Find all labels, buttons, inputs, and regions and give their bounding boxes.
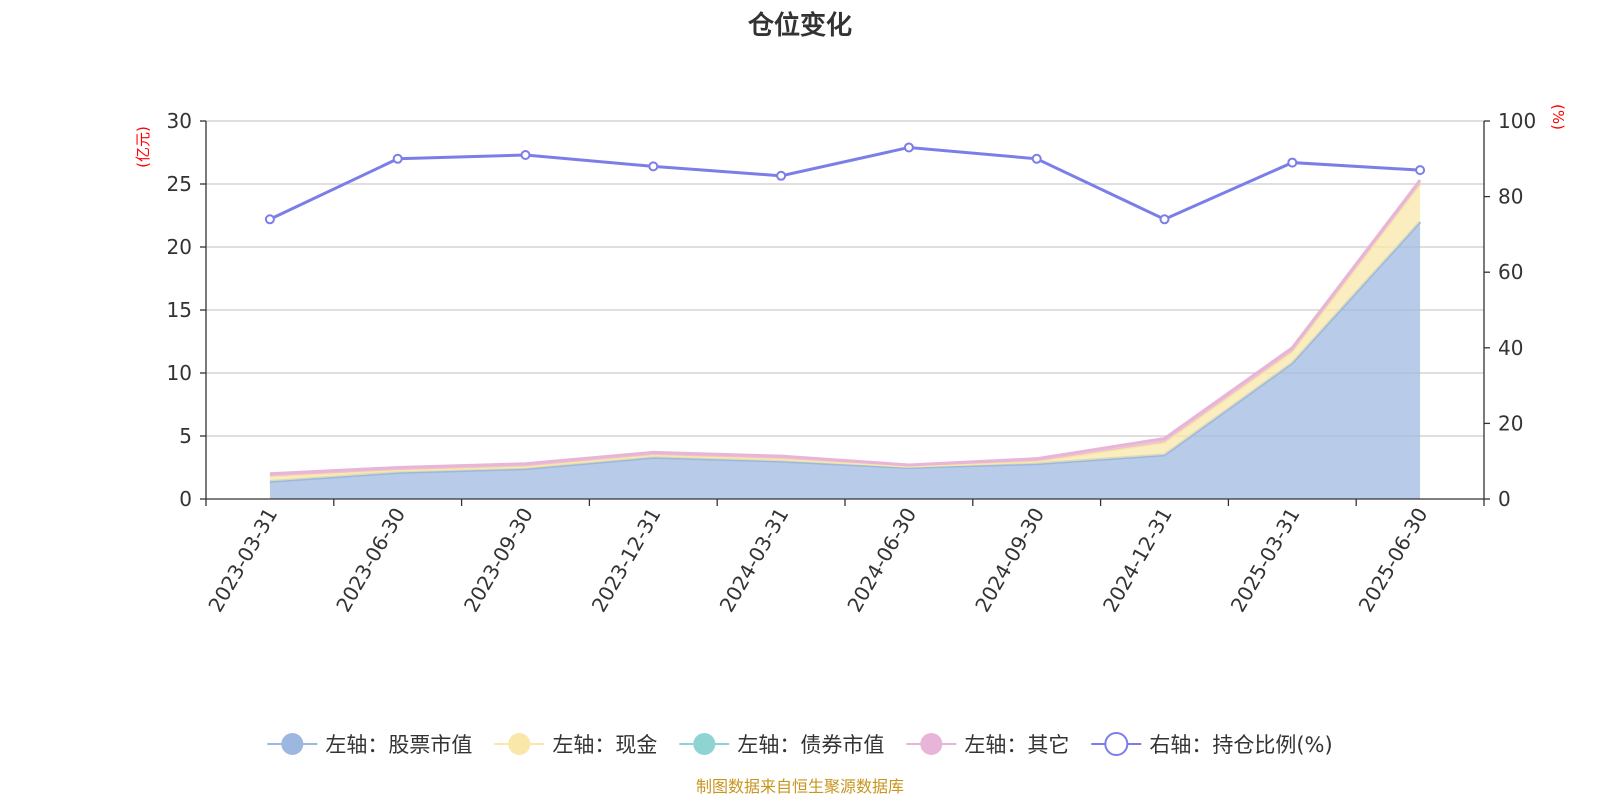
legend-symbol-marker [281,733,304,755]
x-axis-tick-label: 2025-06-30 [1354,504,1433,617]
source-note: 制图数据来自恒生聚源数据库 [696,777,904,796]
legend-symbol-marker [508,733,531,755]
legend-symbol-marker [920,733,943,755]
legend-label: 左轴：其它 [964,733,1069,757]
ratio-point [1159,214,1170,225]
x-axis-tick-label: 2024-03-31 [715,504,794,617]
x-axis-tick-label: 2024-12-31 [1098,504,1177,617]
chart-title: 仓位变化 [747,10,852,41]
ratio-point [903,142,914,153]
ratio-point [648,161,659,172]
left-axis-tick-label: 30 [167,109,192,133]
left-axis-tick-label: 25 [167,172,192,196]
left-axis-unit: (亿元) [134,126,152,168]
ratio-point [392,153,403,164]
right-axis-tick-label: 20 [1498,411,1523,435]
legend-symbol-marker [1104,732,1129,756]
x-axis-tick-label: 2023-09-30 [459,504,538,617]
ratio-line-path [269,145,1421,221]
area-0 [269,221,1421,500]
stacked-areas [269,179,1422,500]
legend-label: 左轴：债券市值 [737,733,884,757]
right-axis-tick-label: 100 [1498,109,1536,133]
legend: 左轴：股票市值 左轴：现金 左轴：债券市值 左轴：其它 右轴：持仓比例(%) [267,732,1333,757]
right-axis-tick-label: 60 [1498,260,1523,284]
left-axis-tick-label: 10 [167,361,192,385]
ratio-point [776,170,787,181]
legend-label: 右轴：持仓比例(%) [1149,733,1332,757]
ratio-point [264,214,275,225]
left-axis-tick-label: 0 [179,487,192,511]
right-axis-tick-label: 0 [1498,487,1511,511]
left-axis-tick-label: 15 [167,298,192,322]
x-axis-tick-label: 2023-12-31 [587,504,666,617]
right-axis-unit: (%) [1549,104,1567,130]
x-axis-tick-label: 2023-03-31 [203,504,282,617]
legend-label: 左轴：现金 [552,733,657,757]
x-axis-tick-label: 2023-06-30 [331,504,410,617]
legend-symbol-marker [693,733,716,755]
ratio-point [520,150,531,161]
right-axis-tick-label: 40 [1498,336,1523,360]
position-ratio-series [264,142,1426,225]
x-axis-tick-label: 2024-06-30 [842,504,921,617]
x-axis-tick-label: 2025-03-31 [1226,504,1305,617]
legend-label: 左轴：股票市值 [325,733,472,757]
left-axis-tick-label: 20 [167,235,192,259]
area-line-3 [269,179,1422,476]
x-axis-tick-label: 2024-09-30 [970,504,1049,617]
ratio-point [1415,165,1426,176]
right-axis-tick-label: 80 [1498,185,1523,209]
ratio-point [1287,157,1298,168]
ratio-point [1031,153,1042,164]
left-axis-tick-label: 5 [179,424,192,448]
